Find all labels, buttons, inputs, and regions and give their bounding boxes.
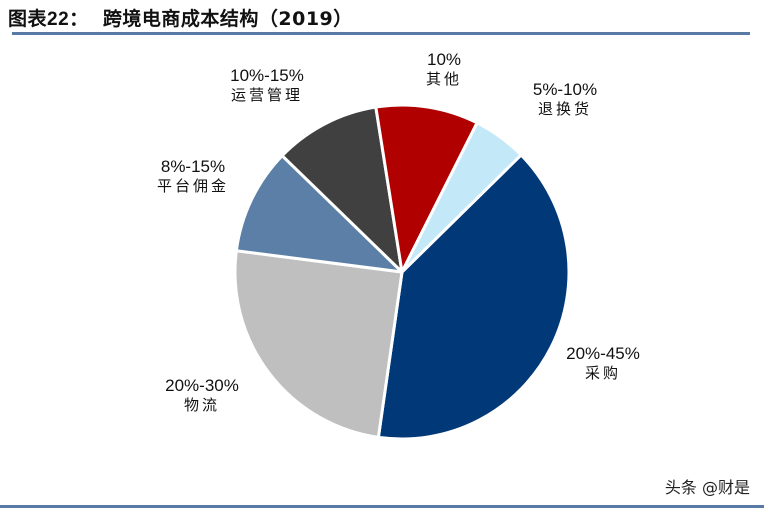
label-logistics-pct: 20%-30%	[165, 376, 239, 395]
label-other-name: 其他	[425, 70, 462, 89]
slice-operations	[280, 105, 404, 274]
slice-logistics	[233, 249, 404, 439]
label-platform-name: 平台佣金	[156, 177, 229, 196]
label-platform: 8%-15% 平台佣金	[138, 157, 248, 195]
slice-procurement	[376, 153, 571, 441]
slice-platform	[234, 154, 404, 274]
label-returns-name: 退换货	[537, 100, 592, 119]
slice-returns	[400, 121, 523, 274]
figure-number: 图表22：	[8, 9, 89, 30]
figure-title: 图表22： 跨境电商成本结构（2019）	[8, 4, 353, 31]
label-logistics-name: 物流	[183, 396, 220, 415]
label-returns: 5%-10% 退换货	[510, 80, 620, 118]
label-operations-name: 运营管理	[230, 86, 303, 105]
label-procurement-pct: 20%-45%	[566, 344, 640, 363]
label-other-pct: 10%	[426, 50, 462, 69]
label-operations: 10%-15% 运营管理	[212, 66, 322, 104]
source-watermark: 头条 @财是	[664, 478, 750, 497]
label-logistics: 20%-30% 物流	[147, 376, 257, 414]
top-divider	[12, 32, 750, 35]
label-platform-pct: 8%-15%	[160, 157, 226, 176]
slice-other	[374, 103, 479, 274]
pie-slices	[233, 103, 571, 441]
label-procurement: 20%-45% 采购	[548, 344, 658, 382]
label-returns-pct: 5%-10%	[532, 80, 598, 99]
label-operations-pct: 10%-15%	[230, 66, 304, 85]
bottom-divider	[0, 505, 764, 508]
figure-title-text: 跨境电商成本结构（2019）	[102, 8, 353, 30]
label-other: 10% 其他	[394, 50, 494, 88]
label-procurement-name: 采购	[584, 364, 621, 383]
